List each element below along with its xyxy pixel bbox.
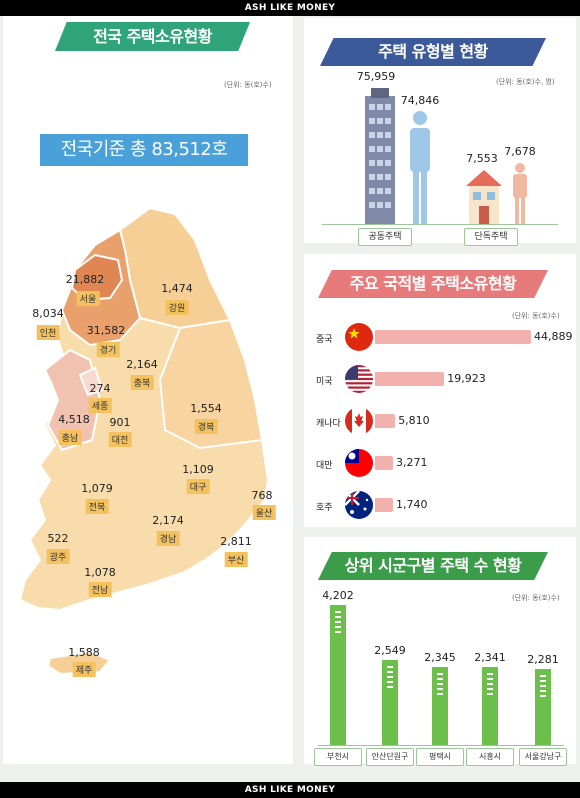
region-value: 901	[109, 416, 131, 429]
region-name: 부산	[224, 552, 248, 567]
housing-type-title: 주택 유형별 현황	[320, 38, 546, 66]
map-sejong	[78, 366, 104, 397]
region-value: 2,174	[152, 514, 184, 527]
usa-flag-icon	[345, 365, 373, 393]
region-value: 522	[47, 532, 69, 545]
region-value: 1,554	[190, 402, 222, 415]
region-name: 울산	[252, 505, 276, 520]
country-label: 호주	[316, 503, 333, 513]
nationality-value-label: 5,810	[398, 414, 430, 427]
region-value: 4,518	[58, 413, 90, 426]
housing-baseline	[322, 224, 558, 225]
region-name: 대전	[108, 432, 132, 447]
district-bar	[382, 660, 398, 745]
region-value: 8,034	[32, 307, 64, 320]
top-brand-bar: ASH LIKE MONEY	[0, 0, 580, 16]
region-name: 광주	[46, 549, 70, 564]
nationality-panel	[304, 254, 576, 527]
region-name: 인천	[36, 325, 60, 340]
total-box: 전국기준 총 83,512호	[40, 134, 248, 166]
taiwan-flag-icon	[345, 449, 373, 477]
district-unit: (단위: 동(호)수)	[512, 594, 560, 602]
district-bar	[330, 605, 346, 745]
apartment-building-icon	[365, 88, 395, 224]
house-owners-label: 7,678	[504, 145, 536, 158]
nationality-bar	[375, 414, 396, 428]
region-value: 274	[89, 382, 111, 395]
region-name: 전북	[85, 499, 109, 514]
country-label: 미국	[316, 377, 333, 387]
category-label: 단독주택	[464, 228, 518, 246]
region-name: 경남	[156, 531, 180, 546]
nationality-value-label: 19,923	[447, 372, 486, 385]
district-label: 서울강남구	[519, 748, 567, 766]
canada-flag-icon	[345, 407, 373, 435]
map-seoul	[70, 253, 124, 302]
nationality-bar	[375, 330, 531, 344]
bottom-brand-bar: ASH LIKE MONEY	[0, 782, 580, 798]
district-bar	[482, 667, 498, 745]
nationality-bar	[375, 456, 393, 470]
district-label: 안산단원구	[366, 748, 414, 766]
region-value: 1,474	[161, 282, 193, 295]
region-name: 강원	[165, 300, 189, 315]
housing-type-unit: (단위: 동(호)수, 명)	[496, 78, 555, 86]
country-label: 중국	[316, 335, 333, 345]
region-name: 충북	[130, 375, 154, 390]
district-value-label: 2,281	[527, 653, 559, 666]
nationality-title: 주요 국적별 주택소유현황	[318, 270, 548, 298]
person-peach-icon	[513, 163, 527, 224]
category-label: 공동주택	[358, 228, 412, 246]
nationality-value-label: 44,889	[534, 330, 573, 343]
person-blue-icon	[410, 111, 430, 224]
region-value: 768	[251, 489, 273, 502]
district-bar	[535, 669, 551, 745]
apartment-owners-label: 74,846	[400, 94, 440, 107]
house-units-label: 7,553	[466, 152, 498, 165]
district-label: 평택시	[416, 748, 464, 766]
region-name: 서울	[76, 291, 100, 306]
district-value-label: 2,341	[474, 651, 506, 664]
region-name: 경북	[194, 419, 218, 434]
district-value-label: 4,202	[322, 589, 354, 602]
australia-flag-icon	[345, 491, 373, 519]
region-value: 1,078	[84, 566, 116, 579]
region-name: 대구	[186, 479, 210, 494]
nationality-value-label: 1,740	[396, 498, 428, 511]
region-name: 충남	[58, 430, 82, 445]
district-label: 부천시	[314, 748, 362, 766]
country-label: 대만	[316, 461, 333, 471]
nationality-bar	[375, 372, 445, 386]
region-value: 2,811	[220, 535, 252, 548]
region-name: 제주	[72, 662, 96, 677]
region-value: 21,882	[65, 273, 105, 286]
district-title: 상위 시군구별 주택 수 현황	[318, 552, 548, 580]
map-gyeongbuk	[158, 318, 264, 450]
apartment-units-label: 75,959	[356, 70, 396, 83]
region-name: 경기	[96, 342, 120, 357]
district-label: 시흥시	[466, 748, 514, 766]
china-flag-icon	[345, 323, 373, 351]
left-title: 전국 주택소유현황	[55, 22, 250, 51]
region-value: 1,109	[182, 463, 214, 476]
house-icon	[466, 170, 502, 224]
region-value: 31,582	[86, 324, 126, 337]
left-unit: (단위: 동(호)수)	[224, 81, 272, 89]
district-baseline	[318, 745, 564, 746]
region-value: 1,588	[68, 646, 100, 659]
district-bar	[432, 666, 448, 745]
country-label: 캐나다	[316, 419, 341, 429]
region-value: 1,079	[81, 482, 113, 495]
korea-map	[18, 206, 270, 676]
district-value-label: 2,549	[374, 644, 406, 658]
region-value: 2,164	[126, 358, 158, 371]
nationality-bar	[375, 498, 393, 512]
nationality-unit: (단위: 동(호)수)	[512, 312, 560, 320]
nationality-value-label: 3,271	[396, 456, 428, 469]
region-name: 세종	[88, 398, 112, 413]
region-name: 전남	[88, 582, 112, 597]
district-value-label: 2,345	[424, 650, 456, 664]
